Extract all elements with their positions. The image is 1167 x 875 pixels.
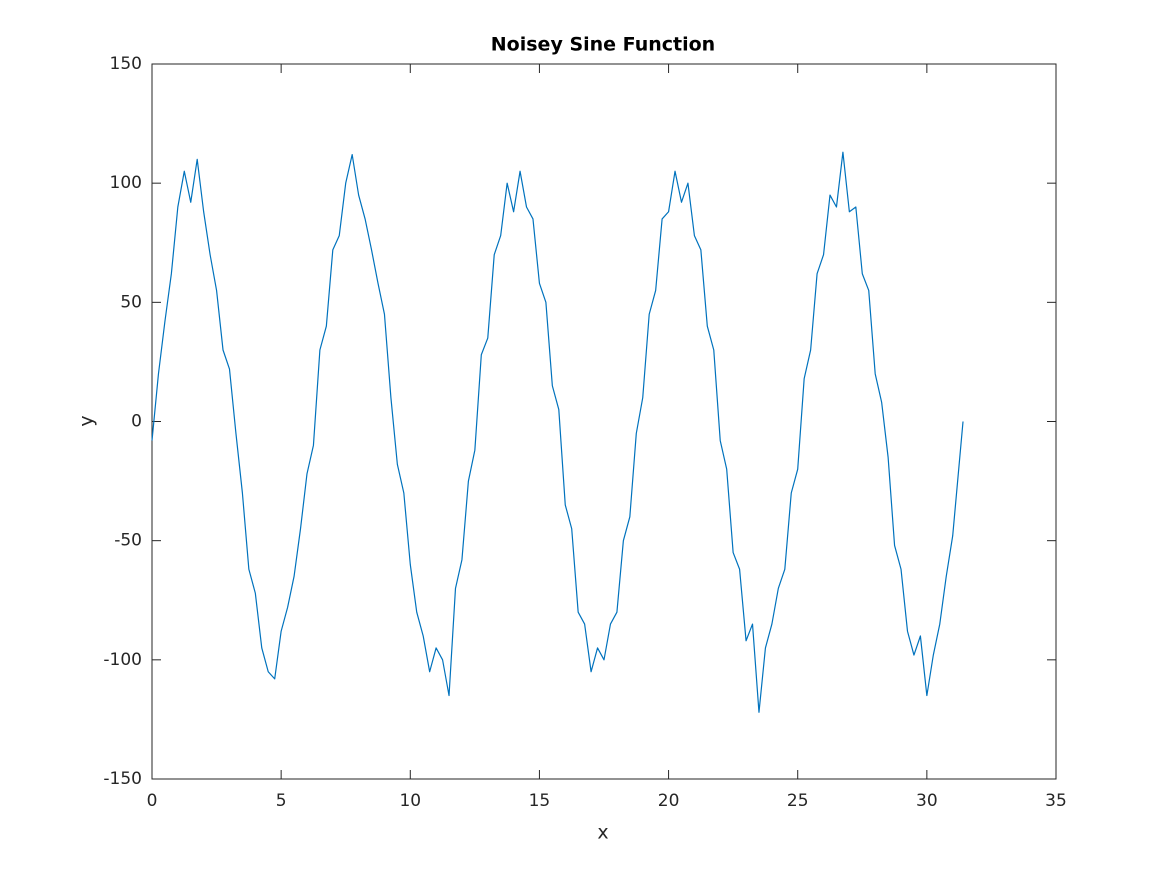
y-tick-label: 0 [131,412,142,432]
chart-title: Noisey Sine Function [491,34,715,56]
x-tick-label: 15 [529,791,551,811]
y-tick-label: 150 [110,54,142,74]
x-tick-label: 0 [147,791,158,811]
y-tick-label: 100 [110,173,142,193]
plot-box [151,63,1057,780]
x-tick-label: 25 [787,791,809,811]
data-line [151,151,964,713]
y-axis-label: y [76,415,98,426]
x-tick-label: 35 [1045,791,1067,811]
y-tick-label: -100 [103,650,142,670]
y-tick-label: -50 [114,531,142,551]
y-tick-label: 50 [120,292,142,312]
x-tick-label: 30 [916,791,938,811]
x-axis-label: x [597,822,608,844]
x-tick-label: 20 [658,791,680,811]
x-tick-label: 10 [399,791,421,811]
y-tick-label: -150 [103,769,142,789]
x-tick-label: 5 [276,791,287,811]
